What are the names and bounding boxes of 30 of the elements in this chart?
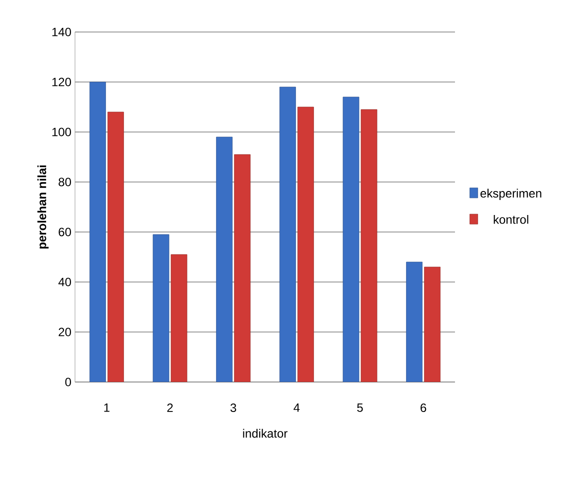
y-tick-label: 80: [58, 178, 72, 186]
bar: [424, 266, 441, 382]
legend-label: kontrol: [494, 215, 528, 224]
y-tick-label: 20: [58, 328, 72, 336]
legend-label: eksperimen: [480, 188, 542, 200]
y-tick-label: 120: [52, 78, 71, 86]
y-tick-label: 60: [58, 228, 72, 236]
x-tick-label: 5: [357, 404, 363, 412]
y-tick-label: 100: [52, 128, 71, 136]
bar: [170, 254, 188, 382]
bar: [107, 112, 124, 382]
x-tick-label: 2: [167, 404, 173, 412]
x-tick-label: 4: [294, 404, 300, 412]
bar: [406, 262, 423, 382]
bar: [297, 106, 314, 382]
x-tick-label: 1: [104, 404, 110, 412]
bar: [89, 82, 106, 382]
y-tick-label: 140: [52, 28, 71, 36]
bar: [360, 109, 378, 382]
bar: [234, 154, 251, 382]
y-tick-label: 40: [58, 278, 72, 286]
x-axis-title: indikator: [243, 428, 288, 438]
x-tick-label: 6: [420, 404, 426, 412]
bar: [342, 96, 360, 382]
x-tick-label: 3: [230, 404, 236, 412]
bar: [152, 234, 170, 382]
y-axis-title: perolehan nilai: [37, 166, 49, 249]
y-tick-label: 0: [65, 378, 72, 386]
bar: [216, 136, 233, 382]
bar: [279, 86, 296, 382]
